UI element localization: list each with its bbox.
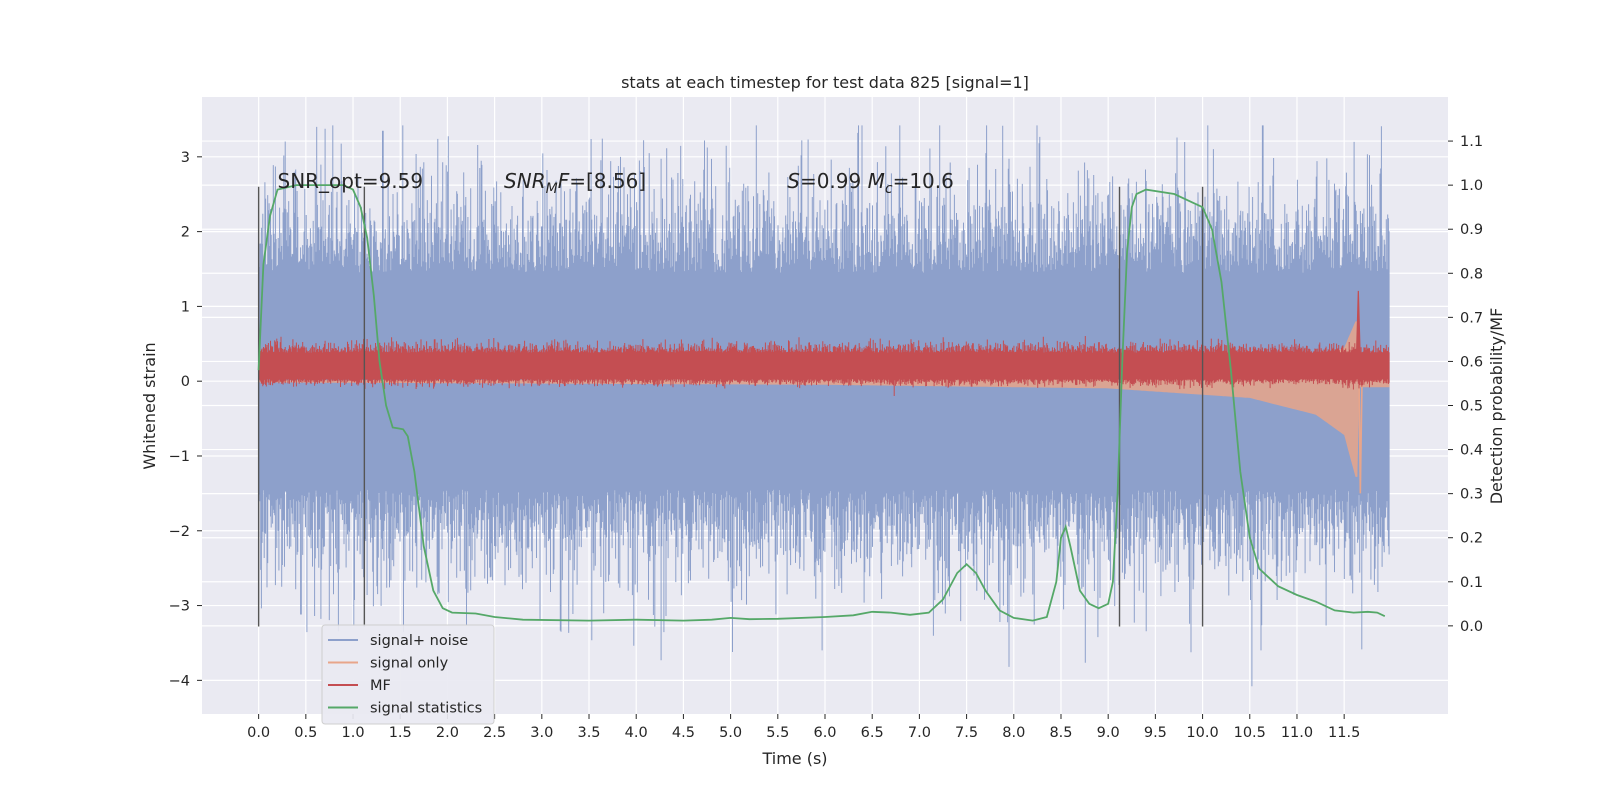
legend-label: signal statistics xyxy=(370,701,482,717)
annotations: SNR_opt=9.59 SNRMF=[8.56] S=0.99 Mc=10.6 xyxy=(278,169,954,197)
annotation-part: M xyxy=(868,169,885,193)
legend-box xyxy=(321,624,495,725)
x-tick-label: 11.5 xyxy=(1328,725,1360,741)
x-tick-label: 3.5 xyxy=(577,725,600,741)
x-tick-label: 7.5 xyxy=(955,725,978,741)
x-axis-label: Time (s) xyxy=(761,749,827,768)
y-axis-right-ticks: 1.1 1.0 0.9 0.8 0.7 0.6 0.5 0.4 0.3 0.2 0.1 0.0 xyxy=(1448,134,1483,635)
signal-statistics-line xyxy=(257,184,1386,622)
y-tick-label: 3 xyxy=(181,150,190,166)
x-tick-label: 2.5 xyxy=(483,725,506,741)
annotation-part: =10.6 xyxy=(893,169,954,193)
x-tick-label: 2.0 xyxy=(436,725,459,741)
legend-label: MF xyxy=(370,678,391,694)
x-tick-label: 8.0 xyxy=(1002,725,1025,741)
x-tick-label: 4.5 xyxy=(672,725,695,741)
x-tick-label: 6.0 xyxy=(813,725,836,741)
y-right-tick-label: 1.0 xyxy=(1460,178,1483,194)
y-tick-label: 2 xyxy=(181,225,190,241)
y-tick-label: 1 xyxy=(181,299,190,315)
x-tick-label: 5.5 xyxy=(766,725,789,741)
x-tick-label: 9.0 xyxy=(1097,725,1120,741)
y-tick-label: −4 xyxy=(169,673,190,689)
series-signal-statistics xyxy=(257,184,1386,622)
x-tick-label: 7.0 xyxy=(908,725,931,741)
y-right-tick-label: 0.5 xyxy=(1460,399,1483,415)
chart-title: stats at each timestep for test data 825… xyxy=(621,73,1029,92)
y-right-tick-label: 0.7 xyxy=(1460,310,1483,326)
y-right-tick-label: 0.9 xyxy=(1460,222,1483,238)
y-axis-label: Whitened strain xyxy=(140,342,159,469)
y-right-tick-label: 0.3 xyxy=(1460,487,1483,503)
legend-label: signal+ noise xyxy=(370,633,468,649)
x-tick-label: 6.5 xyxy=(861,725,884,741)
annotation: S=0.99 Mc=10.6 xyxy=(787,169,954,197)
x-tick-label: 4.0 xyxy=(625,725,648,741)
annotation-part: SNR_opt=9.59 xyxy=(278,169,424,193)
y-right-tick-label: 0.4 xyxy=(1460,443,1483,459)
y-right-tick-label: 1.1 xyxy=(1460,134,1483,150)
y-right-tick-label: 0.1 xyxy=(1460,575,1483,591)
x-tick-label: 5.0 xyxy=(719,725,742,741)
y-axis-right-label: Detection probability/MF xyxy=(1487,308,1506,505)
y-right-tick-label: 0.8 xyxy=(1460,266,1483,282)
annotation: SNRMF=[8.56] xyxy=(504,169,646,197)
y-right-tick-label: 0.0 xyxy=(1460,619,1483,635)
annotation-part: =[8.56] xyxy=(569,169,646,193)
legend-label: signal only xyxy=(370,656,449,672)
x-tick-label: 0.0 xyxy=(247,725,270,741)
annotation-part: S xyxy=(787,169,800,193)
x-tick-label: 3.0 xyxy=(530,725,553,741)
x-tick-label: 8.5 xyxy=(1049,725,1072,741)
annotation-part: c xyxy=(885,181,893,197)
annotation-part: M xyxy=(546,181,558,197)
x-axis-ticks: 0.0 0.5 1.0 1.5 2.0 2.5 3.0 3.5 4.0 4.5 5.0 5.5 6.0 6… xyxy=(247,714,1360,741)
legend: signal+ noise signal only MF signal statist… xyxy=(321,624,495,725)
y-tick-label: −1 xyxy=(169,449,190,465)
y-tick-label: 0 xyxy=(181,374,190,390)
y-axis-ticks: 3 2 1 0 −1 −2 −3 −4 xyxy=(169,150,202,689)
x-tick-label: 10.0 xyxy=(1186,725,1218,741)
annotation-part: SNR xyxy=(504,169,546,193)
x-tick-label: 1.5 xyxy=(389,725,412,741)
x-tick-label: 1.0 xyxy=(341,725,364,741)
annotation-part: =0.99 xyxy=(800,169,868,193)
x-tick-label: 10.5 xyxy=(1234,725,1266,741)
y-right-tick-label: 0.2 xyxy=(1460,531,1483,547)
x-tick-label: 11.0 xyxy=(1281,725,1313,741)
y-right-tick-label: 0.6 xyxy=(1460,354,1483,370)
annotation: SNR_opt=9.59 xyxy=(278,169,424,193)
annotation-part: F xyxy=(558,169,570,193)
y-tick-label: −2 xyxy=(169,524,190,540)
vertical-markers xyxy=(257,186,1204,627)
mf-peak xyxy=(1355,290,1361,362)
y-tick-label: −3 xyxy=(169,599,190,615)
x-tick-label: 9.5 xyxy=(1144,725,1167,741)
x-tick-label: 0.5 xyxy=(294,725,317,741)
